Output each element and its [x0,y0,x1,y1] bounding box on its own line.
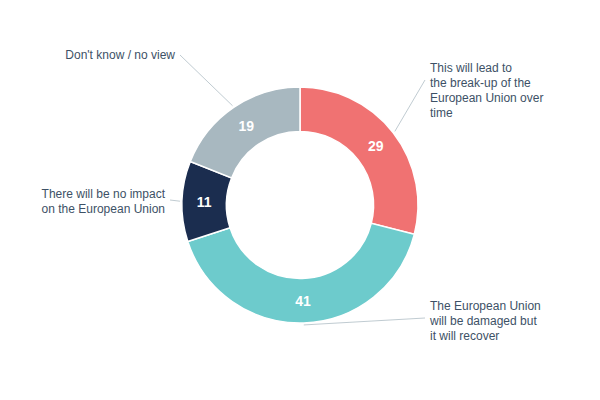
annotation-line: The European Union [430,299,541,313]
chart: 29 41 11 19 This will lead tothe break-up of… [0,0,600,400]
donut: 29 41 11 19 [182,87,418,323]
data-label: 41 [295,293,311,309]
annotation: The European Unionwill be damaged butit … [429,299,541,343]
annotation-line: the break-up of the [430,76,531,90]
annotation-line: Don't know / no view [65,48,175,62]
leader-line [180,55,233,106]
annotation-line: will be damaged but [429,314,537,328]
annotation-line: it will recover [430,329,499,343]
annotation: Don't know / no view [65,48,175,62]
annotation-line: There will be no impact [42,187,166,201]
annotation-line: European Union over [430,91,543,105]
slice [188,223,415,323]
data-label: 11 [197,194,212,210]
annotation: This will lead tothe break-up of theEuro… [430,61,543,120]
annotation-line: This will lead to [430,61,512,75]
data-label: 19 [238,118,254,134]
leader-line [304,318,425,325]
leader-line [170,200,180,201]
annotation: There will be no impacton the European U… [42,187,166,216]
slice [300,87,418,234]
leader-line [395,80,425,131]
data-label: 29 [368,138,384,154]
annotation-line: on the European Union [42,202,165,216]
annotation-line: time [430,106,453,120]
slice [190,87,300,178]
